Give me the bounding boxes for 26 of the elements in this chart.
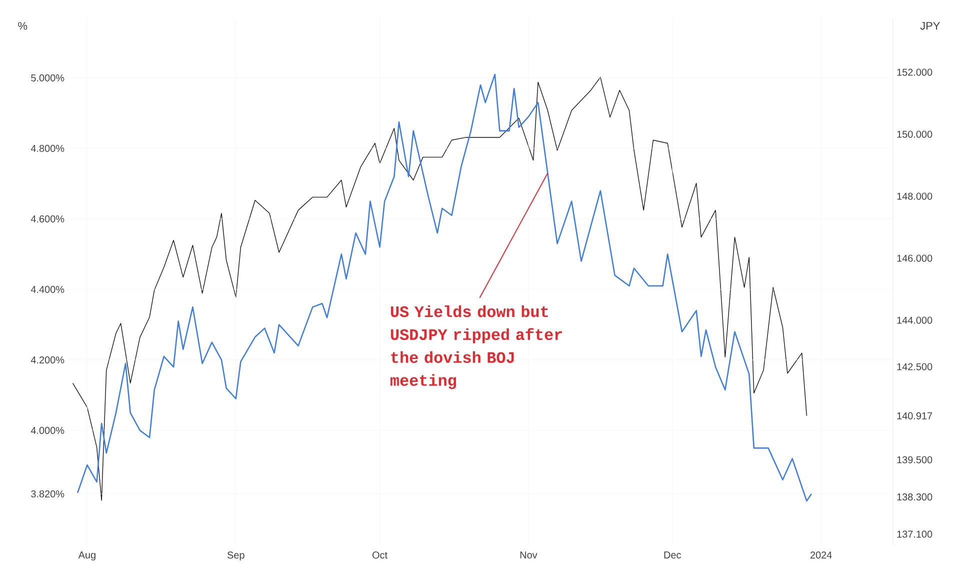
y2-tick-label: 138.300	[897, 493, 932, 500]
y2-tick-label: 152.000	[897, 68, 932, 76]
y2-axis-title: JPY	[920, 22, 940, 30]
y-tick-label: 4.200%	[30, 356, 64, 364]
x-tick-label: Sep	[227, 552, 244, 561]
y2-tick-label: 150.000	[897, 130, 932, 138]
x-tick-label: 2024	[810, 552, 832, 559]
y-tick-label: 4.400%	[30, 286, 64, 293]
x-tick-label: Nov	[520, 552, 538, 558]
y2-tick-label: 148.000	[897, 192, 932, 200]
x-tick-label: Aug	[78, 552, 96, 560]
x-tick-label: Dec	[664, 552, 681, 558]
y2-tick-label: 140.917	[897, 412, 932, 420]
annotation: US Yields down but USDJPY ripped after the dovish BOJ meeting	[390, 305, 562, 390]
y-axis-title: %	[18, 22, 28, 30]
y-tick-label: 3.820%	[31, 490, 64, 498]
y-tick-label: 4.600%	[30, 215, 64, 222]
x-tick-label: Oct	[372, 552, 388, 559]
y2-tick-label: 144.000	[897, 316, 932, 324]
y-tick-label: 5.000%	[31, 74, 64, 82]
y2-tick-label: 146.000	[897, 254, 932, 262]
y2-tick-label: 139.500	[897, 456, 932, 464]
y2-tick-label: 137.100	[897, 530, 932, 538]
y-tick-label: 4.000%	[30, 426, 64, 434]
y-tick-label: 4.800%	[30, 144, 64, 152]
y2-tick-label: 142.500	[897, 363, 932, 370]
